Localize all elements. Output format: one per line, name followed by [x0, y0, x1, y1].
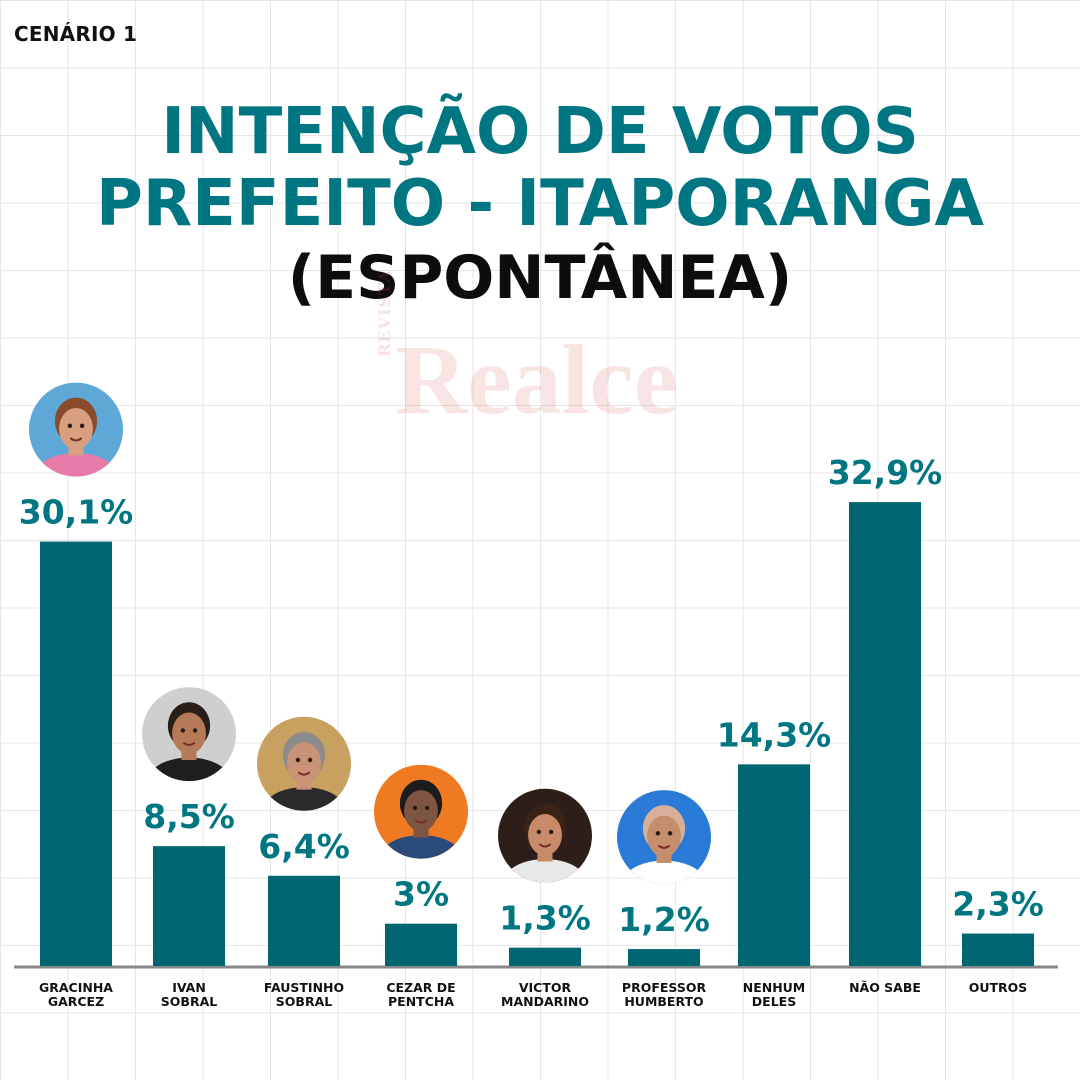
bar-value-label: 1,2%	[618, 900, 710, 939]
category-label: HUMBERTO	[624, 994, 703, 1009]
bar-value-label: 1,3%	[499, 899, 591, 938]
bar	[268, 875, 340, 966]
category-label: VICTOR	[519, 980, 572, 995]
category-label: PENTCHA	[388, 994, 454, 1009]
candidate-photo-avatar	[617, 790, 711, 885]
category-label: FAUSTINHO	[264, 980, 344, 995]
category-label: DELES	[752, 994, 796, 1009]
bar-value-label: 32,9%	[828, 453, 943, 492]
bar	[738, 764, 810, 966]
candidate-photo-avatar	[257, 716, 351, 811]
category-label: OUTROS	[969, 980, 1028, 995]
category-label: MANDARINO	[501, 994, 589, 1009]
category-label: PROFESSOR	[622, 980, 707, 995]
chart-title-line1: INTENÇÃO DE VOTOS	[161, 95, 919, 169]
chart-title-line3: (ESPONTÂNEA)	[287, 243, 793, 313]
chart-title-line2: PREFEITO - ITAPORANGA	[95, 167, 985, 241]
scenario-label: CENÁRIO 1	[14, 22, 138, 46]
bar-value-label: 30,1%	[19, 493, 134, 532]
bar-value-label: 2,3%	[952, 885, 1044, 924]
bar-value-label: 14,3%	[717, 715, 832, 754]
category-label: NÃO SABE	[849, 980, 921, 995]
category-label: IVAN	[172, 980, 206, 995]
category-label: GARCEZ	[48, 994, 104, 1009]
category-label: GRACINHA	[39, 980, 113, 995]
category-label: SOBRAL	[161, 994, 217, 1009]
category-label: SOBRAL	[276, 994, 332, 1009]
bar	[153, 846, 225, 966]
candidate-photo-avatar	[498, 788, 592, 883]
bar	[849, 502, 921, 966]
candidate-photo-avatar	[142, 687, 236, 782]
bar	[628, 949, 700, 966]
bar-value-label: 6,4%	[258, 827, 350, 866]
bar-value-label: 3%	[393, 875, 449, 914]
bar	[962, 933, 1034, 966]
bar	[509, 947, 581, 966]
bar-value-label: 8,5%	[143, 797, 235, 836]
category-label: CEZAR DE	[386, 980, 455, 995]
candidate-photo-avatar	[374, 764, 468, 859]
bar	[40, 541, 112, 966]
candidate-photo-avatar	[29, 382, 123, 477]
bar	[385, 923, 457, 966]
category-label: NENHUM	[743, 980, 806, 995]
